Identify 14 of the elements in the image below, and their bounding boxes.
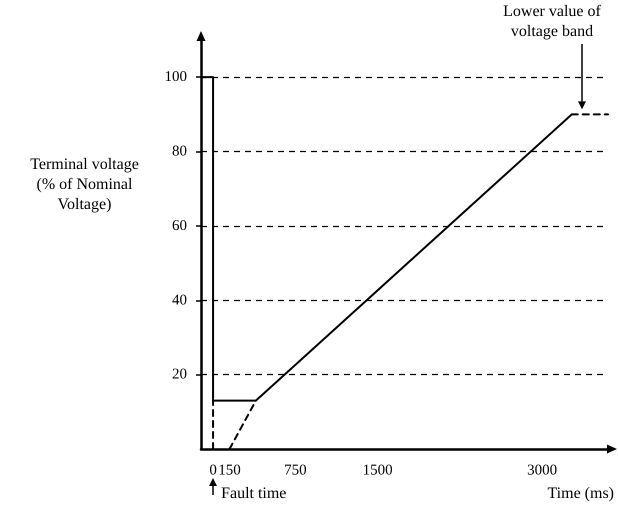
x-tick-label: 750: [284, 462, 307, 478]
y-tick-label: 100: [164, 69, 187, 86]
y-axis-title: Terminal voltage (% of Nominal Voltage): [29, 155, 140, 215]
annotation: Lower value of voltage band: [502, 2, 602, 42]
annotation: Fault time: [221, 484, 286, 504]
y-tick-label: 60: [172, 218, 187, 234]
x-tick-label: 1500: [362, 462, 393, 478]
y-tick-label: 40: [172, 292, 187, 308]
x-tick-label: 3000: [527, 462, 558, 478]
x-axis-title: Time (ms): [547, 484, 614, 504]
x-tick-label: 150: [218, 462, 241, 478]
x-tick-label: 0: [209, 462, 217, 478]
y-tick-label: 20: [172, 366, 187, 383]
y-tick-label: 80: [172, 144, 187, 160]
